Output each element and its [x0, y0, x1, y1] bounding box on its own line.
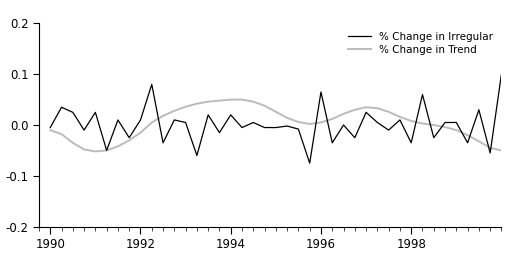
- Legend: % Change in Irregular, % Change in Trend: % Change in Irregular, % Change in Trend: [345, 29, 496, 58]
- % Change in Trend: [341, 112, 347, 115]
- % Change in Trend: [70, 141, 76, 144]
- % Change in Trend: [374, 107, 380, 110]
- % Change in Irregular: [464, 141, 470, 144]
- % Change in Trend: [329, 117, 335, 121]
- % Change in Irregular: [419, 93, 425, 96]
- % Change in Trend: [81, 148, 87, 151]
- % Change in Irregular: [115, 118, 121, 122]
- % Change in Trend: [296, 121, 302, 124]
- % Change in Trend: [183, 105, 189, 108]
- % Change in Trend: [250, 100, 257, 103]
- % Change in Irregular: [239, 126, 245, 129]
- % Change in Trend: [363, 106, 369, 109]
- Line: % Change in Irregular: % Change in Irregular: [50, 59, 507, 191]
- % Change in Trend: [239, 98, 245, 101]
- % Change in Trend: [307, 123, 313, 126]
- % Change in Trend: [464, 134, 470, 137]
- % Change in Irregular: [431, 136, 437, 139]
- % Change in Trend: [103, 149, 110, 152]
- % Change in Trend: [419, 122, 425, 125]
- % Change in Irregular: [386, 128, 392, 132]
- % Change in Trend: [408, 120, 414, 123]
- % Change in Irregular: [442, 121, 448, 124]
- % Change in Trend: [318, 121, 324, 124]
- % Change in Irregular: [160, 141, 166, 144]
- % Change in Trend: [476, 140, 482, 143]
- % Change in Irregular: [183, 121, 189, 124]
- % Change in Trend: [228, 98, 234, 101]
- % Change in Irregular: [296, 127, 302, 131]
- % Change in Irregular: [103, 149, 110, 152]
- % Change in Irregular: [137, 118, 143, 122]
- % Change in Irregular: [81, 128, 87, 132]
- % Change in Trend: [58, 133, 64, 136]
- % Change in Irregular: [318, 90, 324, 94]
- % Change in Trend: [262, 104, 268, 107]
- % Change in Irregular: [273, 126, 279, 129]
- % Change in Trend: [216, 99, 223, 102]
- % Change in Trend: [126, 139, 132, 142]
- % Change in Trend: [160, 114, 166, 117]
- % Change in Irregular: [92, 111, 98, 114]
- % Change in Irregular: [228, 113, 234, 116]
- % Change in Irregular: [70, 111, 76, 114]
- % Change in Irregular: [58, 106, 64, 109]
- % Change in Trend: [47, 128, 53, 132]
- % Change in Trend: [171, 109, 177, 112]
- % Change in Irregular: [149, 83, 155, 86]
- % Change in Trend: [498, 149, 504, 152]
- % Change in Irregular: [363, 111, 369, 114]
- % Change in Trend: [487, 146, 493, 149]
- % Change in Trend: [284, 116, 290, 120]
- % Change in Trend: [352, 108, 358, 111]
- % Change in Irregular: [194, 154, 200, 157]
- % Change in Irregular: [205, 113, 211, 116]
- % Change in Irregular: [341, 123, 347, 126]
- % Change in Trend: [149, 121, 155, 124]
- % Change in Irregular: [284, 124, 290, 127]
- % Change in Trend: [442, 125, 448, 128]
- % Change in Irregular: [352, 136, 358, 139]
- % Change in Irregular: [250, 121, 257, 124]
- % Change in Irregular: [453, 121, 459, 124]
- % Change in Trend: [431, 123, 437, 126]
- % Change in Trend: [453, 128, 459, 132]
- % Change in Irregular: [487, 151, 493, 154]
- % Change in Trend: [386, 110, 392, 113]
- % Change in Trend: [397, 115, 403, 118]
- % Change in Trend: [194, 102, 200, 105]
- % Change in Irregular: [171, 118, 177, 122]
- % Change in Trend: [273, 110, 279, 113]
- % Change in Irregular: [216, 131, 223, 134]
- % Change in Irregular: [262, 126, 268, 129]
- % Change in Trend: [137, 131, 143, 134]
- % Change in Trend: [92, 150, 98, 153]
- % Change in Irregular: [329, 141, 335, 144]
- % Change in Irregular: [498, 73, 504, 76]
- % Change in Trend: [205, 100, 211, 103]
- % Change in Irregular: [408, 141, 414, 144]
- % Change in Irregular: [307, 162, 313, 165]
- % Change in Trend: [115, 145, 121, 148]
- % Change in Irregular: [126, 136, 132, 139]
- % Change in Irregular: [374, 121, 380, 124]
- % Change in Irregular: [476, 108, 482, 111]
- % Change in Irregular: [47, 126, 53, 129]
- Line: % Change in Trend: % Change in Trend: [50, 100, 507, 151]
- % Change in Irregular: [397, 118, 403, 122]
